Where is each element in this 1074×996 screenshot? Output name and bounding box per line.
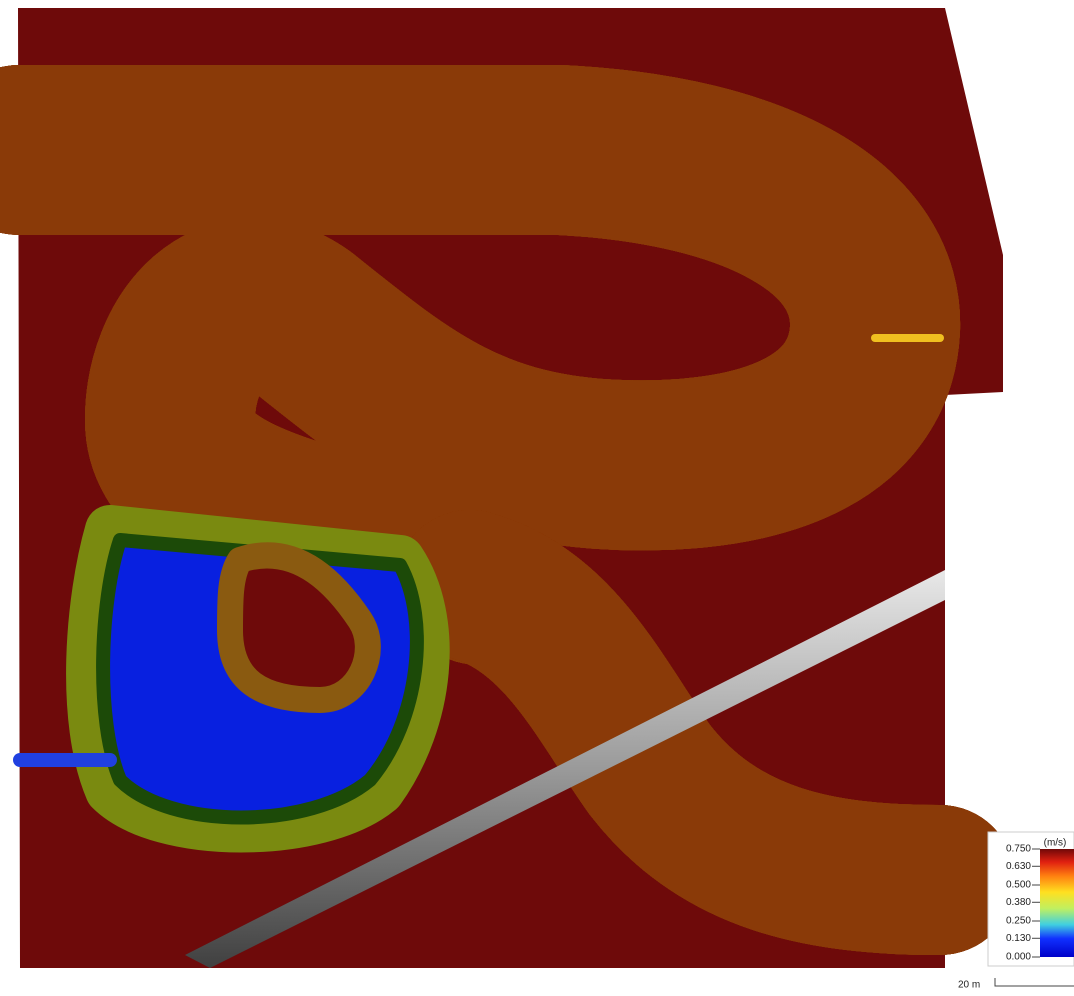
legend-tick-label: 0.750	[1006, 844, 1031, 855]
legend-tick-label: 0.380	[1006, 897, 1031, 908]
legend-tick-label: 0.130	[1006, 933, 1031, 944]
legend-tick-label: 0.250	[1006, 916, 1031, 927]
legend-tick-label: 0.500	[1006, 880, 1031, 891]
scale-line	[995, 978, 1074, 986]
model-domain	[18, 8, 1003, 968]
scale-label: 20 m	[958, 980, 980, 991]
scale-bar: 20 m	[958, 978, 1074, 991]
legend: (m/s) 0.750 0.630 0.500 0.380 0.250 0.130 0.00…	[988, 832, 1074, 966]
legend-tick-label: 0.630	[1006, 861, 1031, 872]
page: {"legend": {"unit": "(m/s)", "ticks": [ …	[0, 0, 1074, 996]
legend-unit: (m/s)	[1044, 838, 1067, 849]
color-bar	[1040, 849, 1074, 957]
legend-tick-label: 0.000	[1006, 952, 1031, 963]
velocity-map: (m/s) 0.750 0.630 0.500 0.380 0.250 0.130 0.00…	[0, 0, 1074, 996]
pond	[20, 530, 425, 828]
